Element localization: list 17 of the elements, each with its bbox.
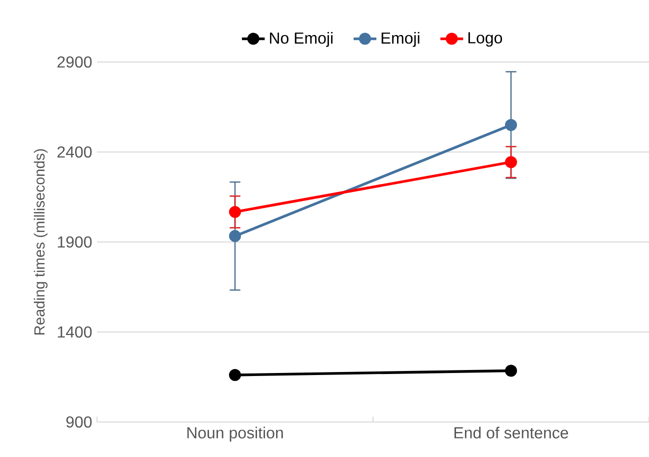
point [505,156,518,168]
point [229,369,241,382]
point [505,118,518,131]
x-tick-label: End of sentence [454,426,568,438]
legend-label: No Emoji [270,32,332,47]
y-tick-label: 1400 [58,326,92,338]
y-tick-label: 1900 [58,236,92,248]
point [505,364,518,377]
y-axis-title: Reading times (milliseconds) [34,149,48,335]
y-tick-label: 2900 [57,56,92,68]
y-tick-label: 2400 [57,146,92,158]
x-tick-label: Noun position [187,426,283,442]
y-tick-label: 900 [66,416,92,428]
legend-label: Emoji [382,32,420,47]
point [229,206,241,218]
point [229,230,241,242]
legend-label: Logo [468,32,502,47]
